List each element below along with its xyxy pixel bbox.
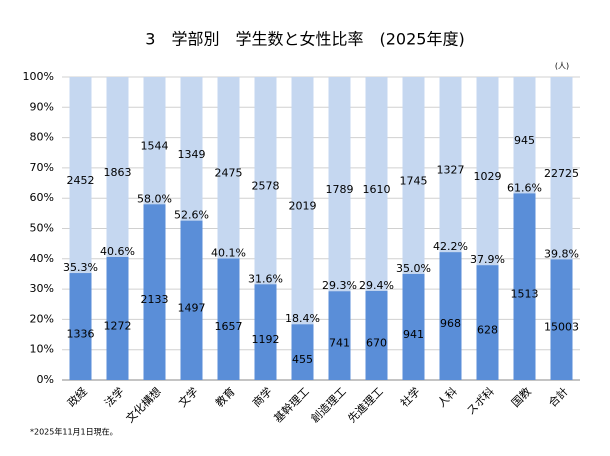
y-tick-label: 50% [30,222,54,235]
y-tick-label: 40% [30,252,54,265]
bar-dark [106,256,129,380]
x-tick-label: 教育 [212,384,237,409]
share-label: 52.6% [174,209,209,222]
count-label: 15003 [544,321,579,334]
bar-dark [143,204,166,380]
count-label: 2578 [252,180,280,193]
count-label: 2452 [67,174,95,187]
bar-dark [439,252,462,380]
bar-dark [291,324,314,380]
bar-dark [476,265,499,380]
bar-light [328,77,351,292]
x-tick-label: 政経 [64,384,89,409]
y-tick-label: 100% [23,70,54,83]
count-label: 1272 [104,319,132,332]
share-label: 42.2% [433,240,468,253]
count-label: 1513 [511,288,539,301]
share-label: 37.9% [470,253,505,266]
x-tick-label: 先進理工 [345,385,385,425]
count-label: 22725 [544,167,579,180]
x-tick-label: スポ科 [464,384,497,417]
chart-title: 3 学部別 学生数と女性比率 (2025年度) [145,30,464,49]
count-label: 1789 [326,183,354,196]
count-label: 1497 [178,301,206,314]
x-tick-label: 合計 [545,384,570,409]
share-label: 29.3% [322,279,357,292]
count-label: 1349 [178,148,206,161]
count-label: 1544 [141,140,169,153]
bar-dark [365,290,388,380]
y-tick-label: 70% [30,161,54,174]
bar-light [69,77,92,274]
bar-light [291,77,314,325]
y-tick-label: 90% [30,100,54,113]
count-label: 941 [403,328,424,341]
x-tick-label: 創造理工 [308,384,349,425]
count-label: 1336 [67,328,95,341]
share-label: 18.4% [285,312,320,325]
y-tick-label: 20% [30,312,54,325]
y-tick-label: 0% [37,373,54,386]
bar-dark [328,291,351,380]
bar-light [439,77,462,253]
bar-dark [69,273,92,380]
share-label: 35.3% [63,261,98,274]
bar-dark [550,259,573,380]
bar-light [476,77,499,266]
count-label: 1192 [252,333,280,346]
share-label: 31.6% [248,272,283,285]
share-label: 40.1% [211,246,246,259]
bar-light [180,77,203,221]
y-tick-label: 60% [30,191,54,204]
share-label: 35.0% [396,262,431,275]
bar-dark [254,284,277,380]
x-tick-label: 人科 [434,384,459,409]
unit-note: (人) [555,62,569,71]
y-tick-label: 30% [30,282,54,295]
bar-light [402,77,425,274]
share-label: 40.6% [100,245,135,258]
bar-dark [217,258,240,380]
footnote: *2025年11月1日現在。 [30,427,118,437]
count-label: 968 [440,317,461,330]
bar-light [217,77,240,259]
count-label: 1327 [437,164,465,177]
share-label: 29.4% [359,279,394,292]
y-tick-label: 80% [30,131,54,144]
count-label: 2133 [141,293,169,306]
x-tick-label: 商学 [249,384,274,409]
bar-light [365,77,388,291]
bar-light [254,77,277,285]
count-label: 945 [514,134,535,147]
bar-light [550,77,573,260]
count-label: 1745 [400,174,428,187]
count-label: 1657 [215,320,243,333]
share-label: 39.8% [544,247,579,260]
count-label: 670 [366,336,387,349]
count-label: 2475 [215,167,243,180]
bar-dark [513,193,536,380]
bar-dark [402,273,425,380]
count-label: 455 [292,353,313,366]
bar-light [513,77,536,194]
x-tick-label: 社学 [397,384,422,409]
count-label: 628 [477,324,498,337]
count-label: 1863 [104,166,132,179]
share-label: 58.0% [137,192,172,205]
bar-dark [180,220,203,380]
count-label: 1610 [363,183,391,196]
x-tick-label: 国教 [509,385,534,410]
bar-light [143,77,166,205]
share-label: 61.6% [507,181,542,194]
count-label: 741 [329,337,350,350]
count-label: 1029 [474,170,502,183]
x-tick-label: 文化構想 [123,384,164,425]
y-tick-label: 10% [30,343,54,356]
count-label: 2019 [289,200,317,213]
x-tick-label: 法学 [101,384,126,409]
bar-light [106,77,129,257]
x-tick-label: 文学 [175,384,200,409]
x-tick-label: 基幹理工 [271,384,312,425]
